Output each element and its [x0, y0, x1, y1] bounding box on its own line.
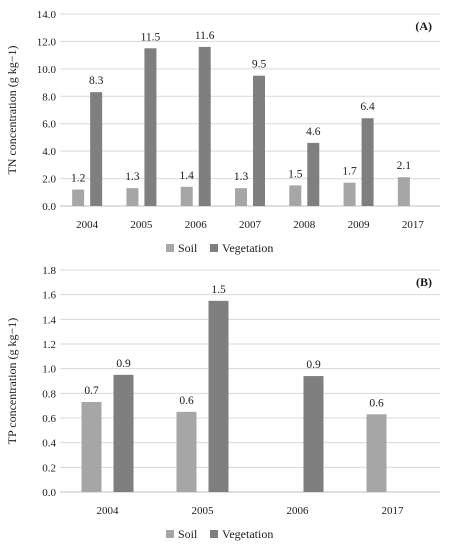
y-tick-label: 0.4 [42, 438, 56, 450]
bar-vegetation [303, 376, 324, 492]
data-label: 0.7 [84, 385, 99, 397]
data-label: 1.3 [125, 171, 140, 183]
bar-vegetation [198, 46, 211, 206]
data-label: 1.7 [342, 166, 357, 178]
y-axis-label: TN concentration (g kg−1) [5, 45, 19, 174]
data-label: 11.5 [141, 31, 161, 43]
bar-soil [180, 186, 193, 206]
y-tick-label: 1.4 [42, 314, 56, 326]
x-tick-label: 2006 [185, 219, 208, 231]
x-tick-label: 2004 [97, 505, 120, 517]
data-label: 0.9 [306, 359, 321, 371]
bar-soil [176, 411, 197, 492]
legend-label-vegetation: Vegetation [222, 241, 273, 255]
x-tick-label: 2017 [382, 505, 405, 517]
chart-tp: 0.0 0.2 0.4 0.6 0.8 1.0 1.2 1.4 1.6 1.8 TP concent… [5, 265, 440, 541]
y-tick-label: 6.0 [42, 119, 56, 131]
x-tick-label: 2017 [402, 219, 425, 231]
bar-vegetation [113, 374, 134, 492]
y-axis-label: TP concentration (g kg−1) [5, 318, 19, 445]
data-label: 4.6 [306, 126, 321, 138]
y-tick-label: 0.2 [42, 462, 56, 474]
data-label: 1.4 [180, 170, 195, 182]
x-tick-label: 2007 [239, 219, 262, 231]
legend-swatch-soil [166, 244, 174, 252]
data-label: 2.1 [397, 160, 412, 172]
bar-soil [126, 188, 139, 206]
data-label: 1.2 [71, 173, 86, 185]
bar-vegetation [253, 75, 265, 206]
bar-soil [289, 185, 302, 206]
y-tick-label: 0.6 [42, 413, 56, 425]
data-label: 0.6 [369, 397, 384, 409]
legend-label-soil: Soil [178, 241, 198, 255]
x-tick-label: 2004 [76, 219, 99, 231]
panel-label: (A) [415, 19, 432, 33]
data-label: 11.6 [195, 30, 215, 42]
y-tick-label: 14.0 [37, 9, 57, 21]
panel-label: (B) [416, 275, 432, 289]
bar-soil [235, 188, 247, 206]
y-tick-label: 0.8 [42, 388, 56, 400]
y-tick-label: 10.0 [37, 64, 57, 76]
x-tick-label: 2005 [192, 505, 215, 517]
data-label: 6.4 [360, 101, 375, 113]
x-tick-label: 2008 [293, 219, 316, 231]
data-label: 0.6 [179, 395, 194, 407]
bar-vegetation [361, 118, 374, 206]
y-tick-label: 2.0 [42, 174, 56, 186]
legend-label-vegetation: Vegetation [222, 527, 273, 541]
y-tick-label: 0.0 [42, 487, 56, 499]
x-tick-label: 2006 [287, 505, 310, 517]
data-label: 9.5 [252, 59, 267, 71]
bar-vegetation [144, 48, 157, 207]
x-tick-label: 2009 [348, 219, 371, 231]
x-tick-label: 2005 [130, 219, 153, 231]
data-label: 8.3 [89, 75, 104, 87]
y-tick-label: 0.0 [42, 201, 56, 213]
y-tick-label: 12.0 [37, 36, 57, 48]
y-tick-label: 1.6 [42, 290, 56, 302]
bar-vegetation [90, 92, 103, 206]
bar-soil [366, 414, 387, 492]
legend-swatch-soil [166, 530, 174, 538]
y-tick-label: 1.8 [42, 265, 56, 277]
data-label: 1.5 [288, 168, 303, 180]
y-tick-label: 1.2 [42, 339, 56, 351]
y-tick-label: 1.0 [42, 364, 56, 376]
bar-soil [72, 189, 85, 206]
data-label: 1.3 [234, 171, 249, 183]
chart-tn: 0.0 2.0 4.0 6.0 8.0 10.0 12.0 14.0 TN concentrat… [5, 9, 440, 255]
legend-swatch-vegetation [210, 244, 218, 252]
bar-soil [397, 177, 410, 206]
data-label: 0.9 [116, 358, 131, 370]
legend-swatch-vegetation [210, 530, 218, 538]
bar-soil [81, 401, 102, 492]
bar-vegetation [208, 300, 229, 492]
data-label: 1.5 [211, 284, 226, 296]
y-tick-label: 8.0 [42, 91, 56, 103]
bar-vegetation [307, 142, 320, 206]
bar-soil [343, 182, 356, 206]
legend-label-soil: Soil [178, 527, 198, 541]
y-tick-label: 4.0 [42, 146, 56, 158]
